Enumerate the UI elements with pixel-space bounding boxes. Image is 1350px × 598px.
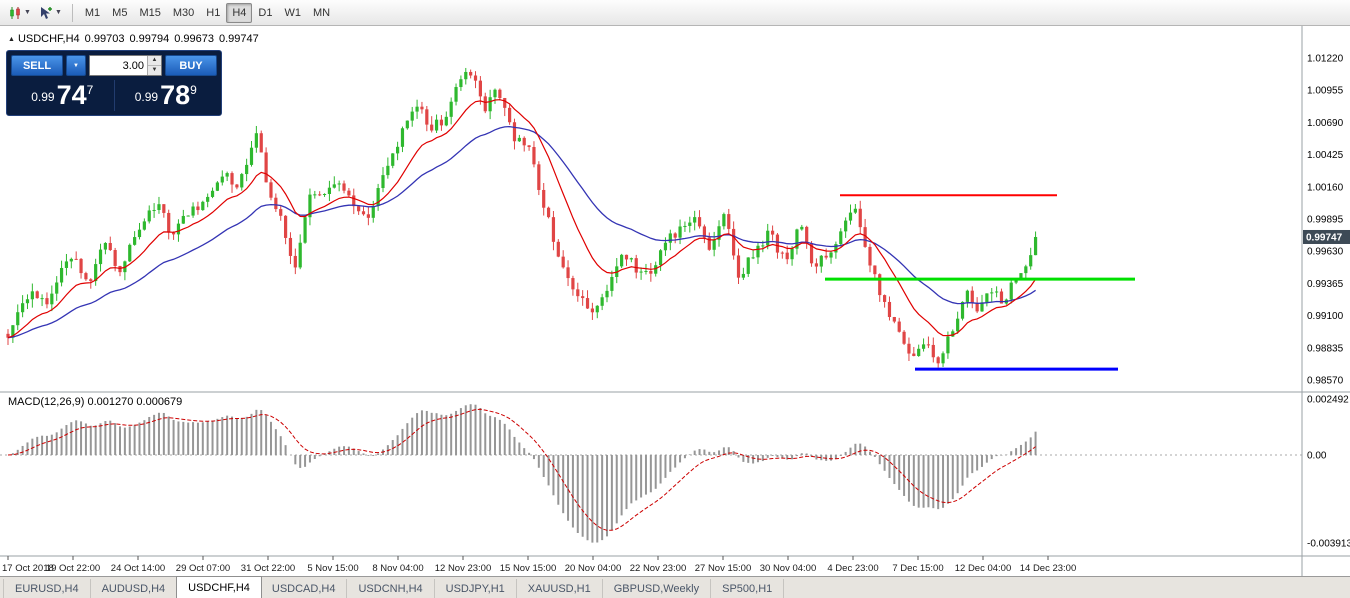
order-options-button[interactable]: ▼ bbox=[66, 55, 86, 76]
top-toolbar: ▼ ▼ M1 M5 M15 M30 H1 H4 D1 W1 MN bbox=[0, 0, 1350, 26]
time-axis-label: 12 Nov 23:00 bbox=[435, 563, 492, 574]
time-axis-label: 15 Nov 15:00 bbox=[500, 563, 557, 574]
price-scale-label: 1.00425 bbox=[1307, 150, 1344, 161]
trend-levels-layer bbox=[825, 194, 1135, 371]
ohlc-close: 0.99747 bbox=[218, 33, 259, 45]
candlestick-chart-icon bbox=[10, 6, 20, 19]
price-scale-label: 0.98570 bbox=[1307, 376, 1344, 387]
timeframe-button-h4[interactable]: H4 bbox=[226, 2, 253, 23]
bid-prefix: 0.99 bbox=[31, 90, 55, 104]
price-scale-label: 1.00160 bbox=[1307, 182, 1344, 193]
candles-layer bbox=[6, 67, 1038, 368]
time-axis-label: 12 Dec 04:00 bbox=[955, 563, 1012, 574]
price-scale-label: 0.98835 bbox=[1307, 343, 1344, 354]
time-axis-label: 31 Oct 22:00 bbox=[241, 563, 295, 574]
timeframe-button-h1[interactable]: H1 bbox=[200, 3, 226, 23]
timeframe-button-m1[interactable]: M1 bbox=[79, 3, 106, 23]
lot-decrease-button[interactable]: ▼ bbox=[148, 66, 161, 75]
time-axis-label: 29 Oct 07:00 bbox=[176, 563, 230, 574]
timeframe-button-mn[interactable]: MN bbox=[307, 3, 336, 23]
macd-scale-label: -0.003913 bbox=[1307, 539, 1350, 550]
symbol-tab-gbpusd[interactable]: GBPUSD,Weekly bbox=[603, 579, 712, 598]
time-axis-label: 24 Oct 14:00 bbox=[111, 563, 165, 574]
macd-indicator-label: MACD(12,26,9) 0.001270 0.000679 bbox=[8, 396, 183, 408]
ask-prefix: 0.99 bbox=[134, 90, 159, 104]
symbol-tab-usdchf[interactable]: USDCHF,H4 bbox=[176, 576, 262, 598]
ohlc-open: 0.99703 bbox=[84, 33, 125, 45]
time-axis-label: 30 Nov 04:00 bbox=[760, 563, 817, 574]
symbol-tab-usdcnh[interactable]: USDCNH,H4 bbox=[347, 579, 435, 598]
timeframe-button-m30[interactable]: M30 bbox=[167, 3, 200, 23]
price-scale[interactable]: 1.01220 1.00955 1.00690 1.00425 1.00160 0.998… bbox=[1303, 54, 1350, 550]
time-axis-label: 22 Nov 23:00 bbox=[630, 563, 687, 574]
ask-price[interactable]: 0.99 78 9 bbox=[113, 80, 218, 111]
cursor-tool-button[interactable]: ▼ bbox=[35, 1, 66, 25]
chart-canvas[interactable]: 1.012201.009551.006901.004251.001600.998… bbox=[0, 26, 1350, 576]
timeframe-button-d1[interactable]: D1 bbox=[252, 3, 278, 23]
price-scale-label: 0.99365 bbox=[1307, 279, 1344, 290]
chevron-down-icon: ▼ bbox=[24, 9, 31, 16]
chart-ohlc-header: ▲ USDCHF,H4 0.99703 0.99794 0.99673 0.99747 bbox=[8, 33, 259, 45]
chevron-down-icon: ▼ bbox=[54, 9, 62, 16]
ohlc-high: 0.99794 bbox=[129, 33, 170, 45]
time-axis-label: 7 Dec 15:00 bbox=[892, 563, 943, 574]
symbol-tab-eurusd[interactable]: EURUSD,H4 bbox=[3, 579, 91, 598]
time-axis-label: 17 Oct 2018 bbox=[2, 563, 54, 574]
one-click-trading-panel: SELL ▼ 3.00 ▲ ▼ BUY 0.99 74 7 0.99 78 9 bbox=[6, 50, 222, 116]
symbol-marker-icon: ▲ bbox=[8, 35, 15, 43]
current-price-badge bbox=[1303, 229, 1350, 244]
sell-button[interactable]: SELL bbox=[11, 55, 63, 76]
symbol-tab-usdcad[interactable]: USDCAD,H4 bbox=[261, 579, 348, 598]
chevron-down-icon: ▼ bbox=[73, 62, 79, 69]
bid-price[interactable]: 0.99 74 7 bbox=[11, 80, 114, 111]
ask-pipette: 9 bbox=[190, 83, 197, 97]
lot-size-field[interactable]: 3.00 ▲ ▼ bbox=[88, 55, 162, 76]
time-axis-label: 4 Dec 23:00 bbox=[827, 563, 878, 574]
chart-symbol-label: USDCHF,H4 bbox=[17, 33, 80, 45]
macd-scale-label: 0.00 bbox=[1307, 451, 1327, 462]
time-axis-label: 14 Dec 23:00 bbox=[1020, 563, 1077, 574]
toolbar-separator bbox=[71, 3, 73, 22]
lot-increase-button[interactable]: ▲ bbox=[148, 56, 161, 66]
lot-size-value[interactable]: 3.00 bbox=[122, 60, 144, 72]
symbol-tab-sp500[interactable]: SP500,H1 bbox=[711, 579, 785, 598]
time-axis-label: 27 Nov 15:00 bbox=[695, 563, 752, 574]
chart-area[interactable]: 1.01220 1.00955 1.00690 1.00425 1.00160 0.998… bbox=[0, 26, 1350, 576]
price-scale-label: 1.00690 bbox=[1307, 118, 1344, 129]
moving-averages-layer bbox=[7, 99, 1037, 339]
separators-layer bbox=[0, 26, 1350, 576]
ask-big-figure: 78 bbox=[160, 80, 191, 110]
price-scale-label: 0.99895 bbox=[1307, 215, 1344, 226]
price-scale-label: 0.99630 bbox=[1307, 247, 1344, 258]
symbol-tab-usdjpy[interactable]: USDJPY,H1 bbox=[435, 579, 517, 598]
time-axis-label: 20 Nov 04:00 bbox=[565, 563, 622, 574]
ohlc-low: 0.99673 bbox=[174, 33, 214, 45]
symbol-tab-xauusd[interactable]: XAUUSD,H1 bbox=[517, 579, 603, 598]
time-axis-label: 8 Nov 04:00 bbox=[372, 563, 423, 574]
buy-button[interactable]: BUY bbox=[165, 55, 217, 76]
lot-spinner: ▲ ▼ bbox=[147, 56, 161, 75]
current-price-value: 0.99747 bbox=[1306, 232, 1343, 243]
time-axis-label: 5 Nov 15:00 bbox=[307, 563, 358, 574]
bid-pipette: 7 bbox=[86, 83, 94, 97]
timeframe-button-w1[interactable]: W1 bbox=[278, 3, 307, 23]
timeframe-button-m5[interactable]: M5 bbox=[106, 3, 133, 23]
chart-tab-bar: EURUSD,H4 AUDUSD,H4 USDCHF,H4 USDCAD,H4 … bbox=[0, 576, 1350, 598]
price-scale-label: 1.01220 bbox=[1307, 54, 1344, 65]
price-scale-label: 1.00955 bbox=[1307, 86, 1344, 97]
macd-layer bbox=[0, 404, 1302, 543]
chart-type-button[interactable]: ▼ bbox=[4, 1, 35, 25]
cursor-icon bbox=[40, 6, 52, 19]
symbol-tab-audusd[interactable]: AUDUSD,H4 bbox=[91, 579, 178, 598]
macd-scale-label: 0.002492 bbox=[1307, 395, 1349, 406]
price-scale-label: 0.99100 bbox=[1307, 311, 1344, 322]
bid-big-figure: 74 bbox=[56, 80, 87, 110]
timeframe-button-m15[interactable]: M15 bbox=[133, 3, 166, 23]
time-axis-label: 19 Oct 22:00 bbox=[46, 563, 100, 574]
